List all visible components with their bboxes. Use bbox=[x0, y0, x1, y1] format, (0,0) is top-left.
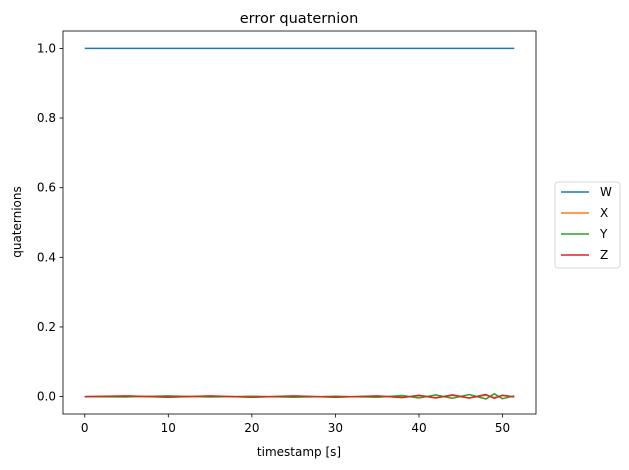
y-tick-label: 0.6 bbox=[37, 181, 56, 195]
series-layer bbox=[84, 47, 515, 400]
y-tick-label: 0.2 bbox=[37, 320, 56, 334]
x-tick-label: 30 bbox=[328, 421, 343, 435]
legend-label-z: Z bbox=[600, 248, 608, 262]
x-tick-label: 0 bbox=[81, 421, 89, 435]
plot-area bbox=[62, 30, 537, 415]
y-tick-label: 0.0 bbox=[37, 390, 56, 404]
y-axis-ticks: 0.0 0.2 0.4 0.6 0.8 1.0 bbox=[37, 41, 63, 404]
y-axis-label: quaternions bbox=[10, 186, 24, 258]
chart-title: error quaternion bbox=[240, 11, 359, 27]
x-tick-label: 40 bbox=[411, 421, 426, 435]
legend-label-x: X bbox=[600, 206, 608, 220]
plot-frame bbox=[62, 30, 537, 415]
x-axis-label: timestamp [s] bbox=[257, 445, 341, 459]
y-tick-label: 0.8 bbox=[37, 111, 56, 125]
series-line-z bbox=[84, 393, 515, 400]
legend-label-y: Y bbox=[599, 227, 608, 241]
x-tick-label: 20 bbox=[244, 421, 259, 435]
legend-label-w: W bbox=[600, 185, 612, 199]
y-tick-label: 0.4 bbox=[37, 250, 56, 264]
x-axis-ticks: 0 10 20 30 40 50 bbox=[81, 414, 510, 435]
legend-frame bbox=[554, 181, 621, 269]
x-tick-label: 10 bbox=[161, 421, 176, 435]
x-tick-label: 50 bbox=[495, 421, 510, 435]
y-tick-label: 1.0 bbox=[37, 41, 56, 55]
